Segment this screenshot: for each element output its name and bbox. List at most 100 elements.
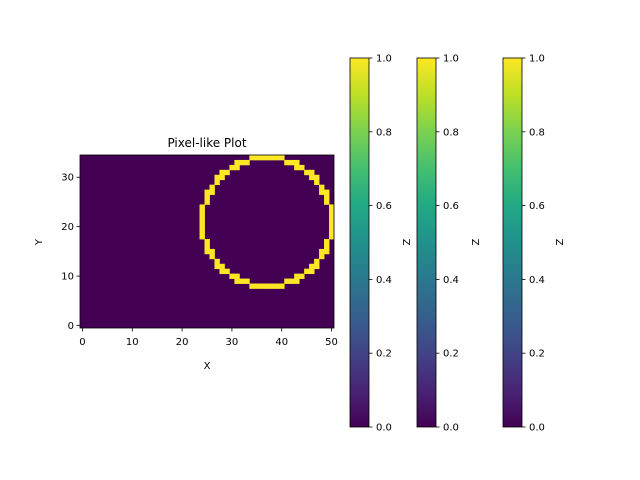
heatmap-axes: 0 10 20 30 40 50 0 10 20 30 bbox=[61, 154, 338, 348]
heatmap-cell bbox=[204, 199, 210, 205]
colorbar-tick-label: 0.0 bbox=[529, 423, 545, 434]
heatmap-cell bbox=[284, 278, 290, 284]
colorbar-frame bbox=[502, 57, 523, 428]
heatmap-cell bbox=[264, 155, 270, 161]
colorbar-gradient bbox=[417, 58, 436, 427]
chart-title: Pixel-like Plot bbox=[167, 136, 246, 150]
y-tick-label: 10 bbox=[61, 272, 74, 283]
heatmap-cell bbox=[324, 239, 330, 245]
colorbar-tick-label: 0.6 bbox=[443, 201, 459, 212]
colorbar-tick-label: 0.8 bbox=[529, 127, 545, 138]
heatmap-cell bbox=[234, 164, 240, 171]
heatmap-cell bbox=[284, 159, 290, 166]
heatmap-cell bbox=[259, 283, 265, 289]
heatmap-cell bbox=[199, 234, 205, 240]
heatmap-cell bbox=[199, 229, 205, 235]
heatmap-cell bbox=[329, 204, 335, 210]
heatmap-cell bbox=[274, 283, 280, 289]
heatmap-cell bbox=[314, 174, 320, 181]
x-tick-label: 40 bbox=[275, 337, 288, 348]
heatmap-cell bbox=[219, 268, 225, 275]
heatmap-cell bbox=[329, 234, 335, 240]
heatmap-cell bbox=[214, 263, 220, 270]
colorbar-tick-label: 0.0 bbox=[443, 423, 459, 434]
heatmap-cell bbox=[299, 164, 305, 171]
colorbar-gradient bbox=[350, 58, 369, 427]
heatmap-cell bbox=[219, 174, 225, 181]
heatmap-frame bbox=[79, 154, 335, 329]
colorbar-tick-label: 0.6 bbox=[376, 201, 392, 212]
colorbar-3: 0.0 0.2 0.4 0.6 0.8 1.0 Z bbox=[471, 54, 545, 434]
colorbar-label: Z bbox=[402, 238, 413, 245]
heatmap-cell bbox=[279, 155, 285, 161]
heatmap-cell bbox=[234, 278, 240, 284]
colorbar-tick-label: 1.0 bbox=[376, 54, 392, 65]
heatmap-cell bbox=[319, 184, 325, 190]
heatmap-cell bbox=[324, 199, 330, 205]
heatmap-cell bbox=[324, 194, 330, 200]
colorbars: 0.00.20.40.60.81.00.00.20.40.60.81.0Z0.0… bbox=[349, 54, 566, 434]
heatmap-cell bbox=[254, 283, 260, 289]
heatmap-cell bbox=[274, 155, 280, 161]
x-axis-label: X bbox=[204, 361, 211, 372]
heatmap-cell bbox=[264, 283, 270, 289]
heatmap-cell bbox=[219, 169, 225, 176]
heatmap-cell bbox=[244, 159, 250, 166]
colorbar-tick-label: 0.2 bbox=[529, 349, 545, 360]
heatmap-cell bbox=[204, 248, 210, 255]
x-tick-label: 30 bbox=[226, 337, 239, 348]
y-tick-label: 0 bbox=[68, 321, 74, 332]
heatmap-cell bbox=[199, 224, 205, 230]
colorbar-frame bbox=[416, 57, 437, 428]
heatmap-cell bbox=[199, 214, 205, 220]
heatmap-cell bbox=[244, 278, 250, 284]
heatmap-cell bbox=[294, 159, 300, 166]
heatmap-cell bbox=[209, 248, 215, 255]
colorbar-side-label: Z bbox=[555, 238, 566, 245]
colorbar-tick-label: 0.4 bbox=[529, 275, 545, 286]
x-tick-label: 50 bbox=[325, 337, 338, 348]
heatmap-cell bbox=[319, 248, 325, 255]
heatmap-cell bbox=[209, 184, 215, 190]
heatmap-cell bbox=[279, 283, 285, 289]
heatmap-cell bbox=[199, 204, 205, 210]
heatmap-cell bbox=[204, 239, 210, 245]
heatmap-cell bbox=[299, 273, 305, 279]
heatmap-cell bbox=[249, 155, 255, 161]
heatmap-cell bbox=[309, 174, 315, 181]
x-tick-label: 10 bbox=[126, 337, 139, 348]
heatmap-cell bbox=[329, 219, 335, 225]
colorbar-tick-label: 0.6 bbox=[529, 201, 545, 212]
heatmap-cell bbox=[294, 273, 300, 279]
x-tick-label: 20 bbox=[176, 337, 189, 348]
heatmap-cell bbox=[329, 209, 335, 215]
colorbar-tick-label: 0.0 bbox=[376, 423, 392, 434]
heatmap-cell bbox=[199, 219, 205, 225]
heatmap-cell bbox=[204, 194, 210, 200]
y-tick-label: 20 bbox=[61, 222, 74, 233]
colorbar-label: Z bbox=[471, 238, 482, 245]
heatmap-cell bbox=[214, 174, 220, 181]
heatmap-cell bbox=[234, 273, 240, 279]
colorbar-tick-label: 1.0 bbox=[443, 54, 459, 65]
heatmap-cell bbox=[209, 253, 215, 260]
heatmap-cell bbox=[329, 214, 335, 220]
heatmap-cell bbox=[324, 189, 330, 195]
heatmap-cell bbox=[289, 159, 295, 166]
heatmap-cell bbox=[229, 273, 235, 279]
y-axis-label: Y bbox=[34, 238, 45, 246]
heatmap-cell bbox=[324, 248, 330, 255]
x-tick-label: 0 bbox=[79, 337, 85, 348]
heatmap-cell bbox=[259, 155, 265, 161]
heatmap-cell bbox=[254, 155, 260, 161]
heatmap-cell bbox=[314, 258, 320, 265]
heatmap-cell bbox=[214, 179, 220, 186]
heatmap-cell bbox=[214, 258, 220, 265]
heatmap-cell bbox=[329, 229, 335, 235]
heatmap-cell bbox=[239, 278, 245, 284]
heatmap-cell bbox=[269, 283, 275, 289]
colorbar-tick-label: 0.4 bbox=[376, 275, 392, 286]
heatmap-cell bbox=[234, 159, 240, 166]
colorbar-gradient bbox=[503, 58, 522, 427]
colorbar-2: 0.0 0.2 0.4 0.6 0.8 1.0 Z bbox=[402, 54, 459, 434]
